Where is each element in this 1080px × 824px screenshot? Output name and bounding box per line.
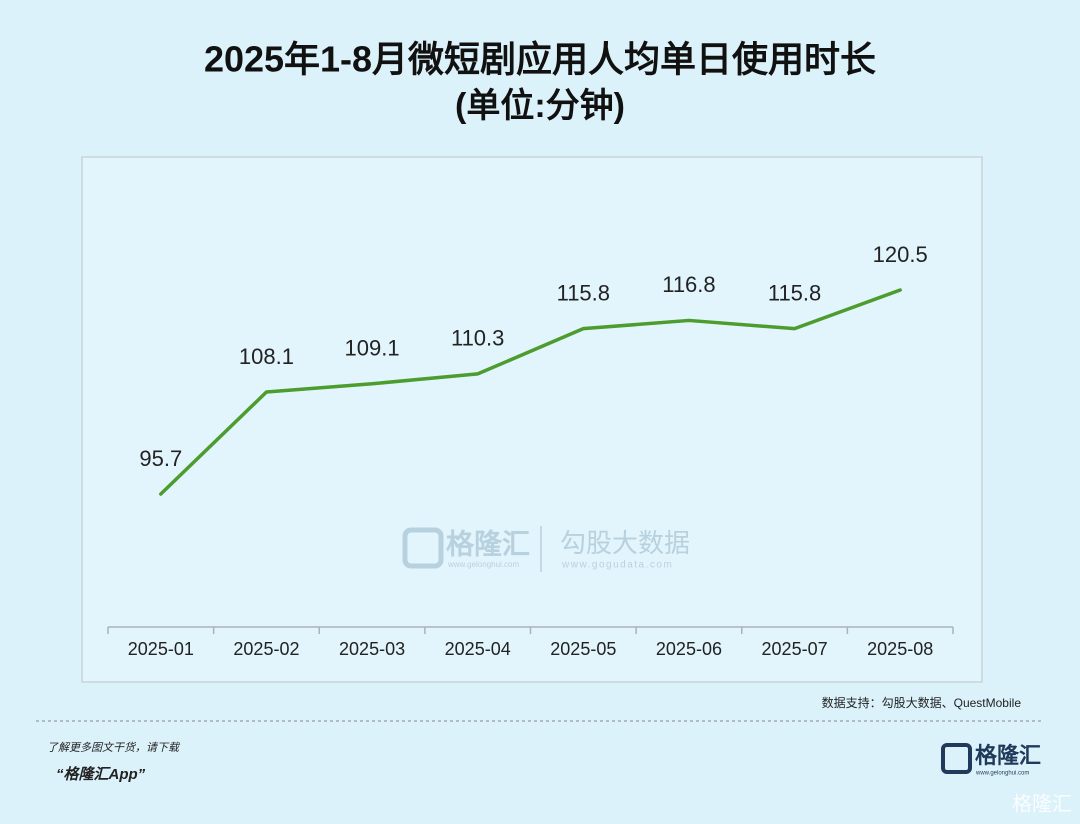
footer-line1: 了解更多图文干货，请下载 (47, 741, 181, 754)
footer-line2: “格隆汇App” (56, 766, 146, 783)
data-line (159, 288, 902, 496)
x-tick-label: 2025-02 (233, 639, 299, 659)
watermark-partner-url: www.gogudata.com (561, 560, 673, 571)
chart-subtitle: (单位:分钟) (455, 87, 625, 125)
x-tick-label: 2025-08 (867, 639, 933, 659)
footer-logo-icon (941, 743, 972, 774)
watermark-partner: 勾股大数据 (560, 528, 690, 558)
x-tick-label: 2025-03 (339, 639, 405, 659)
data-label: 116.8 (662, 272, 715, 297)
x-tick-label: 2025-06 (656, 639, 722, 659)
data-label: 110.3 (451, 326, 504, 351)
data-label: 115.8 (557, 280, 610, 305)
data-label: 120.5 (873, 242, 928, 267)
watermark: 格隆汇 www.gelonghui.com 勾股大数据 www.gogudata… (402, 526, 690, 572)
x-tick-label: 2025-05 (550, 639, 616, 659)
source-note: 数据支持：勾股大数据、QuestMobile (822, 695, 1022, 710)
x-tick-label: 2025-07 (762, 639, 828, 659)
data-label: 108.1 (239, 344, 294, 369)
data-label: 95.7 (139, 446, 182, 471)
data-label: 109.1 (345, 336, 400, 361)
corner-mark: 格隆汇 (1012, 792, 1072, 815)
x-tick-label: 2025-01 (128, 639, 194, 659)
chart-title: 2025年1-8月微短剧应用人均单日使用时长 (204, 39, 876, 80)
footer-logo: 格隆汇 (975, 743, 1041, 768)
watermark-logo (402, 527, 444, 569)
watermark-brand-url: www.gelonghui.com (447, 560, 519, 569)
watermark-brand: 格隆汇 (446, 528, 530, 559)
plot-panel (81, 156, 983, 683)
footer-logo-url: www.gelonghui.com (975, 771, 1029, 777)
x-tick-label: 2025-04 (445, 639, 511, 659)
data-label: 115.8 (768, 280, 821, 305)
